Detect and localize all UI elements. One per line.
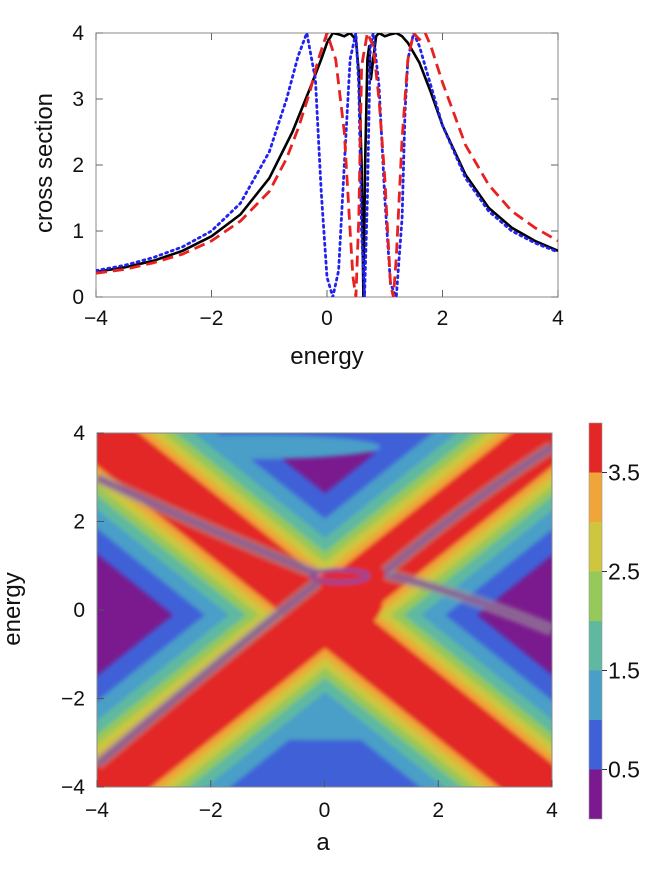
line-chart: −4 −2 0 2 4 0 1 2 3 4 energy cross section xyxy=(31,22,564,370)
colorbar-segment xyxy=(589,670,602,720)
contour-y-axis-label: energy xyxy=(0,572,26,645)
line-y-tick-label: 3 xyxy=(72,88,84,111)
colorbar-tick-label: 2.5 xyxy=(608,559,640,585)
line-x-tick-label: −4 xyxy=(84,307,108,330)
line-y-tick-label: 1 xyxy=(72,220,84,243)
contour-x-tick-label: 0 xyxy=(319,799,331,822)
line-y-tick-label: 0 xyxy=(72,286,84,309)
colorbar-frame xyxy=(588,422,603,820)
line-y-tick-labels: 0 1 2 3 4 xyxy=(72,22,84,309)
colorbar-tick-label: 1.5 xyxy=(608,658,640,684)
contour-y-tick-label: 4 xyxy=(73,422,85,445)
line-ticks xyxy=(95,32,559,298)
colorbar-tick-label: 3.5 xyxy=(608,460,640,486)
colorbar-segment xyxy=(589,423,602,473)
colorbar-segment xyxy=(589,522,602,572)
line-series-group xyxy=(96,33,558,297)
contour-ticks xyxy=(96,432,553,788)
line-x-tick-label: 0 xyxy=(321,307,333,330)
line-x-tick-label: −2 xyxy=(200,307,224,330)
colorbar-segments xyxy=(589,423,602,819)
colorbar-tick-labels: 0.5 1.5 2.5 3.5 xyxy=(602,460,640,783)
line-x-tick-label: 2 xyxy=(437,307,449,330)
line-x-axis-label: energy xyxy=(290,343,363,370)
line-x-tick-labels: −4 −2 0 2 4 xyxy=(84,307,564,330)
contour-x-tick-label: −2 xyxy=(199,799,223,822)
contour-chart: −4 −2 0 2 4 −4 −2 0 2 4 a energy xyxy=(0,422,558,856)
line-series-dotted xyxy=(96,33,558,297)
contour-y-tick-label: −2 xyxy=(61,688,85,711)
contour-y-tick-labels: −4 −2 0 2 4 xyxy=(61,422,85,799)
contour-x-tick-label: −4 xyxy=(85,799,109,822)
contour-x-axis-label: a xyxy=(316,829,330,856)
colorbar-segment xyxy=(589,720,602,770)
line-y-tick-label: 2 xyxy=(72,154,84,177)
colorbar: 0.5 1.5 2.5 3.5 xyxy=(588,422,640,820)
colorbar-segment xyxy=(589,571,602,621)
line-y-axis-label: cross section xyxy=(31,93,58,233)
colorbar-segment xyxy=(589,769,602,819)
contour-y-tick-label: 0 xyxy=(73,599,85,622)
contour-x-tick-label: 2 xyxy=(432,799,444,822)
line-y-tick-label: 4 xyxy=(72,22,84,45)
colorbar-tick-label: 0.5 xyxy=(608,757,640,783)
contour-y-tick-label: −4 xyxy=(61,776,85,799)
contour-field xyxy=(97,433,552,787)
line-series-solid xyxy=(96,33,558,297)
contour-x-tick-label: 4 xyxy=(546,799,558,822)
contour-x-tick-labels: −4 −2 0 2 4 xyxy=(85,799,558,822)
contour-valleys xyxy=(97,441,552,769)
line-series-dashed xyxy=(96,33,558,297)
colorbar-segment xyxy=(589,621,602,671)
contour-y-tick-label: 2 xyxy=(73,511,85,534)
line-x-tick-label: 4 xyxy=(552,307,564,330)
colorbar-segment xyxy=(589,472,602,522)
